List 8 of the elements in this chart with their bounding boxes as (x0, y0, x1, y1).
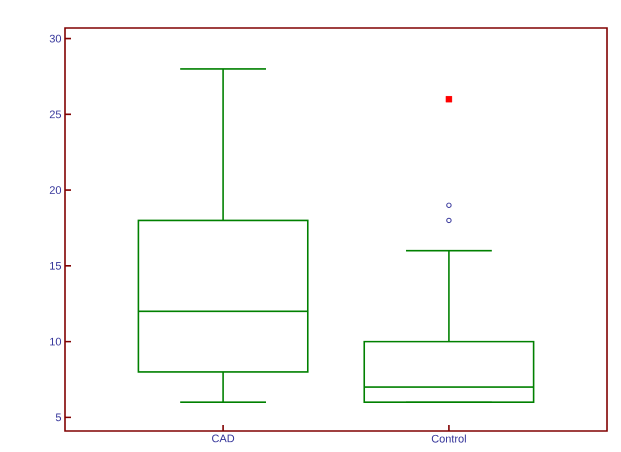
x-tick-label: CAD (212, 434, 234, 442)
y-tick-label: 25 (50, 110, 62, 118)
y-tick-label: 20 (50, 186, 62, 194)
y-tick-label: 30 (50, 34, 62, 42)
y-tick-label: 10 (50, 338, 62, 346)
x-tick-label: Control (432, 434, 466, 443)
y-tick-label: 15 (50, 262, 62, 270)
y-tick-label: 5 (56, 414, 62, 422)
